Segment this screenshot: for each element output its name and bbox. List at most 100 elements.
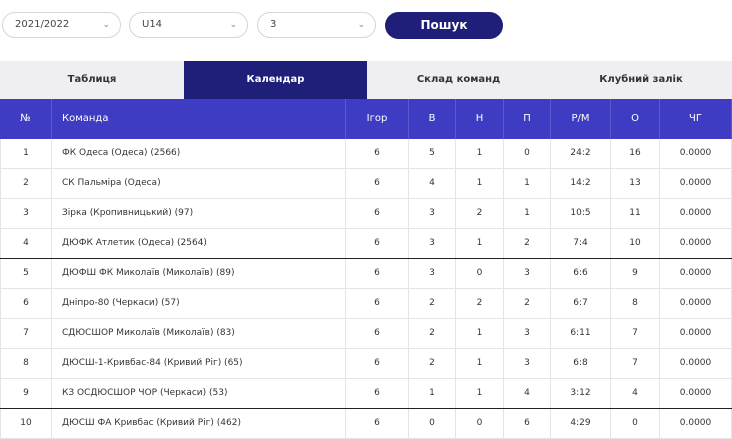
goal-ratio-cell: 14:2	[551, 169, 611, 198]
tiebreak-cell: 0.0000	[660, 319, 732, 348]
tiebreak-cell: 0.0000	[660, 169, 732, 198]
team-name-cell[interactable]: ДЮСШ-1-Кривбас-84 (Кривий Ріг) (65)	[52, 349, 346, 378]
team-name-cell[interactable]: ФК Одеса (Одеса) (2566)	[52, 139, 346, 168]
tab-table[interactable]: Таблиця	[67, 74, 117, 85]
games-played-cell: 6	[346, 289, 409, 318]
row-number-cell: 8	[0, 349, 52, 378]
games-played-cell: 6	[346, 139, 409, 168]
draws-cell: 1	[456, 319, 504, 348]
team-name-cell[interactable]: ДЮФШ ФК Миколаїв (Миколаїв) (89)	[52, 259, 346, 288]
row-number-cell: 5	[0, 259, 52, 288]
tiebreak-cell: 0.0000	[660, 289, 732, 318]
draws-cell: 2	[456, 289, 504, 318]
chevron-down-icon: ⌄	[357, 20, 365, 30]
tab-club-standings[interactable]: Клубний залік	[599, 74, 683, 85]
age-group-select[interactable]: U14 ⌄	[129, 12, 248, 38]
table-row: 3 Зірка (Кропивницький) (97) 6 3 2 1 10:5 11 0.0…	[0, 199, 732, 229]
wins-cell: 2	[409, 289, 456, 318]
row-number-cell: 9	[0, 379, 52, 408]
tab-calendar[interactable]: Календар	[184, 61, 367, 99]
wins-cell: 3	[409, 199, 456, 228]
tab-team-rosters[interactable]: Склад команд	[416, 74, 501, 85]
row-number-cell: 7	[0, 319, 52, 348]
games-played-cell: 6	[346, 229, 409, 258]
table-row: 9 КЗ ОСДЮСШОР ЧОР (Черкаси) (53) 6 1 1 4 3:12 4…	[0, 379, 732, 409]
col-header-losses[interactable]: П	[504, 99, 551, 139]
goal-ratio-cell: 3:12	[551, 379, 611, 408]
team-name-cell[interactable]: Зірка (Кропивницький) (97)	[52, 199, 346, 228]
losses-cell: 3	[504, 349, 551, 378]
wins-cell: 2	[409, 349, 456, 378]
losses-cell: 2	[504, 229, 551, 258]
row-number-cell: 2	[0, 169, 52, 198]
draws-cell: 0	[456, 409, 504, 438]
tiebreak-cell: 0.0000	[660, 139, 732, 168]
chevron-down-icon: ⌄	[229, 20, 237, 30]
row-number-cell: 4	[0, 229, 52, 258]
col-header-goals[interactable]: Р/М	[551, 99, 611, 139]
team-name-cell[interactable]: СК Пальміра (Одеса)	[52, 169, 346, 198]
col-header-games[interactable]: Ігор	[346, 99, 409, 139]
wins-cell: 5	[409, 139, 456, 168]
col-header-team[interactable]: Команда	[52, 99, 346, 139]
losses-cell: 0	[504, 139, 551, 168]
table-header: № Команда Ігор В Н П Р/М О ЧГ	[0, 99, 732, 139]
points-cell: 9	[611, 259, 660, 288]
wins-cell: 2	[409, 319, 456, 348]
team-name-cell[interactable]: ДЮФК Атлетик (Одеса) (2564)	[52, 229, 346, 258]
tiebreak-cell: 0.0000	[660, 379, 732, 408]
col-header-points[interactable]: О	[611, 99, 660, 139]
division-select[interactable]: 3 ⌄	[257, 12, 376, 38]
points-cell: 10	[611, 229, 660, 258]
losses-cell: 2	[504, 289, 551, 318]
team-name-cell[interactable]: СДЮСШОР Миколаїв (Миколаїв) (83)	[52, 319, 346, 348]
points-cell: 8	[611, 289, 660, 318]
wins-cell: 3	[409, 259, 456, 288]
wins-cell: 1	[409, 379, 456, 408]
games-played-cell: 6	[346, 409, 409, 438]
tiebreak-cell: 0.0000	[660, 349, 732, 378]
losses-cell: 4	[504, 379, 551, 408]
losses-cell: 3	[504, 319, 551, 348]
standings-table: № Команда Ігор В Н П Р/М О ЧГ 1 ФК Одеса …	[0, 99, 732, 439]
team-name-cell[interactable]: Дніпро-80 (Черкаси) (57)	[52, 289, 346, 318]
wins-cell: 4	[409, 169, 456, 198]
row-number-cell: 3	[0, 199, 52, 228]
search-button[interactable]: Пошук	[385, 12, 503, 39]
draws-cell: 0	[456, 259, 504, 288]
col-header-tiebreak[interactable]: ЧГ	[660, 99, 732, 139]
col-header-wins[interactable]: В	[409, 99, 456, 139]
draws-cell: 1	[456, 229, 504, 258]
table-row: 4 ДЮФК Атлетик (Одеса) (2564) 6 3 1 2 7:4 10 0.0…	[0, 229, 732, 259]
draws-cell: 1	[456, 139, 504, 168]
age-group-value: U14	[142, 19, 163, 30]
season-select[interactable]: 2021/2022 ⌄	[2, 12, 121, 38]
wins-cell: 0	[409, 409, 456, 438]
division-value: 3	[270, 19, 277, 30]
games-played-cell: 6	[346, 199, 409, 228]
points-cell: 11	[611, 199, 660, 228]
games-played-cell: 6	[346, 169, 409, 198]
tiebreak-cell: 0.0000	[660, 229, 732, 258]
points-cell: 7	[611, 319, 660, 348]
goal-ratio-cell: 24:2	[551, 139, 611, 168]
points-cell: 7	[611, 349, 660, 378]
row-number-cell: 10	[0, 409, 52, 438]
col-header-number[interactable]: №	[0, 99, 52, 139]
row-number-cell: 1	[0, 139, 52, 168]
col-header-draws[interactable]: Н	[456, 99, 504, 139]
games-played-cell: 6	[346, 259, 409, 288]
team-name-cell[interactable]: КЗ ОСДЮСШОР ЧОР (Черкаси) (53)	[52, 379, 346, 408]
points-cell: 4	[611, 379, 660, 408]
goal-ratio-cell: 6:7	[551, 289, 611, 318]
goal-ratio-cell: 7:4	[551, 229, 611, 258]
team-name-cell[interactable]: ДЮСШ ФА Кривбас (Кривий Ріг) (462)	[52, 409, 346, 438]
points-cell: 0	[611, 409, 660, 438]
draws-cell: 1	[456, 169, 504, 198]
points-cell: 16	[611, 139, 660, 168]
points-cell: 13	[611, 169, 660, 198]
tiebreak-cell: 0.0000	[660, 259, 732, 288]
games-played-cell: 6	[346, 319, 409, 348]
table-row: 6 Дніпро-80 (Черкаси) (57) 6 2 2 2 6:7 8 0.0000	[0, 289, 732, 319]
table-row: 10 ДЮСШ ФА Кривбас (Кривий Ріг) (462) 6 0 0 6…	[0, 409, 732, 439]
